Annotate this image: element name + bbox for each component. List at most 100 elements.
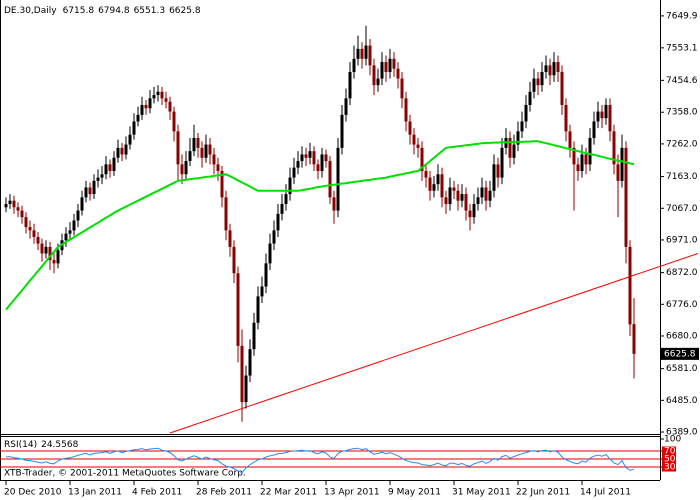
candle-body	[444, 197, 448, 204]
candle-body	[324, 154, 328, 162]
candle-body	[96, 177, 100, 181]
candle-body	[360, 48, 364, 59]
candle-body	[312, 151, 316, 165]
y-tick-label: 6971.0	[666, 235, 698, 245]
candle-body	[620, 147, 624, 181]
candle-body	[8, 200, 12, 204]
candle-body	[500, 147, 504, 178]
candle-body	[112, 157, 116, 171]
candle-body	[36, 236, 40, 244]
candle-body	[4, 203, 8, 208]
candle-body	[224, 197, 228, 231]
high-value: 6794.8	[98, 6, 130, 16]
x-tick-label: 9 May 2011	[388, 488, 441, 498]
candle-body	[128, 134, 132, 145]
candle-body	[348, 71, 352, 99]
candle-body	[540, 71, 544, 86]
candle-body	[24, 217, 28, 228]
candle-body	[604, 104, 608, 119]
candle-body	[368, 45, 372, 66]
candle-body	[260, 286, 264, 297]
rsi-level-box	[662, 462, 676, 472]
candle-body	[284, 194, 288, 204]
candle-body	[276, 213, 280, 231]
candle-body	[476, 197, 480, 204]
candle-body	[344, 98, 348, 115]
current-price-box	[661, 347, 699, 360]
rsi-tick-label: 70	[664, 447, 676, 457]
candle-body	[52, 260, 56, 264]
candle-body	[72, 220, 76, 231]
candle-body	[456, 190, 460, 201]
rsi-tick-label: 100	[664, 435, 681, 445]
candle-body	[560, 71, 564, 105]
candle-body	[92, 180, 96, 195]
y-tick-label: 6485.0	[666, 396, 698, 406]
candle-body	[588, 137, 592, 165]
candle-body	[392, 58, 396, 69]
candle-body	[436, 174, 440, 185]
candle-body	[568, 131, 572, 148]
y-tick-label: 7553.1	[666, 43, 698, 53]
candle-body	[216, 164, 220, 171]
candle-body	[452, 187, 456, 191]
x-tick-label: 13 Jan 2011	[68, 488, 122, 498]
candle-body	[400, 78, 404, 99]
y-tick-label: 7067.0	[666, 204, 698, 214]
candle-body	[200, 147, 204, 158]
candle-body	[388, 58, 392, 72]
candle-body	[244, 375, 248, 402]
candle-body	[84, 187, 88, 198]
candle-body	[48, 246, 52, 261]
candle-body	[572, 147, 576, 165]
candle-body	[212, 154, 216, 165]
candle-body	[304, 154, 308, 158]
candle-body	[508, 137, 512, 158]
candle-body	[432, 184, 436, 191]
candle-body	[100, 174, 104, 178]
candle-body	[628, 246, 632, 325]
candle-body	[548, 65, 552, 76]
candle-body	[196, 137, 200, 148]
candle-body	[268, 243, 272, 264]
candle-body	[188, 151, 192, 162]
candle-body	[120, 147, 124, 155]
candle-body	[340, 114, 344, 148]
candle-body	[404, 98, 408, 122]
y-tick-label: 7358.0	[666, 108, 698, 118]
low-value: 6551.3	[134, 6, 166, 16]
candle-body	[152, 95, 156, 99]
candle-body	[556, 62, 560, 72]
candle-body	[32, 230, 36, 237]
candle-body	[148, 98, 152, 109]
candle-body	[164, 98, 168, 102]
candle-body	[380, 62, 384, 79]
candle-body	[104, 164, 108, 175]
candle-body	[80, 197, 84, 211]
candle-body	[140, 104, 144, 115]
candle-body	[132, 121, 136, 135]
rsi-line	[5, 447, 635, 474]
candle-body	[116, 147, 120, 158]
candle-body	[156, 91, 160, 96]
candle-body	[364, 45, 368, 59]
candle-body	[612, 131, 616, 165]
candle-body	[40, 243, 44, 254]
candle-body	[68, 230, 72, 234]
candle-body	[248, 349, 252, 376]
current-price-label: 6625.8	[664, 349, 696, 359]
candle-body	[336, 147, 340, 211]
x-tick-label: 31 May 2011	[452, 488, 511, 498]
x-tick-label: 4 Feb 2011	[132, 488, 182, 498]
candle-body	[532, 78, 536, 92]
candle-body	[608, 104, 612, 132]
candle-body	[536, 78, 540, 86]
copyright: XTB-Trader, © 2001-2011 MetaQuotes Softw…	[4, 469, 246, 479]
candle-body	[272, 230, 276, 244]
x-tick-label: 28 Feb 2011	[196, 488, 252, 498]
candle-body	[396, 68, 400, 79]
rsi-level-box	[662, 446, 676, 456]
candle-body	[204, 144, 208, 158]
candle-body	[412, 134, 416, 145]
